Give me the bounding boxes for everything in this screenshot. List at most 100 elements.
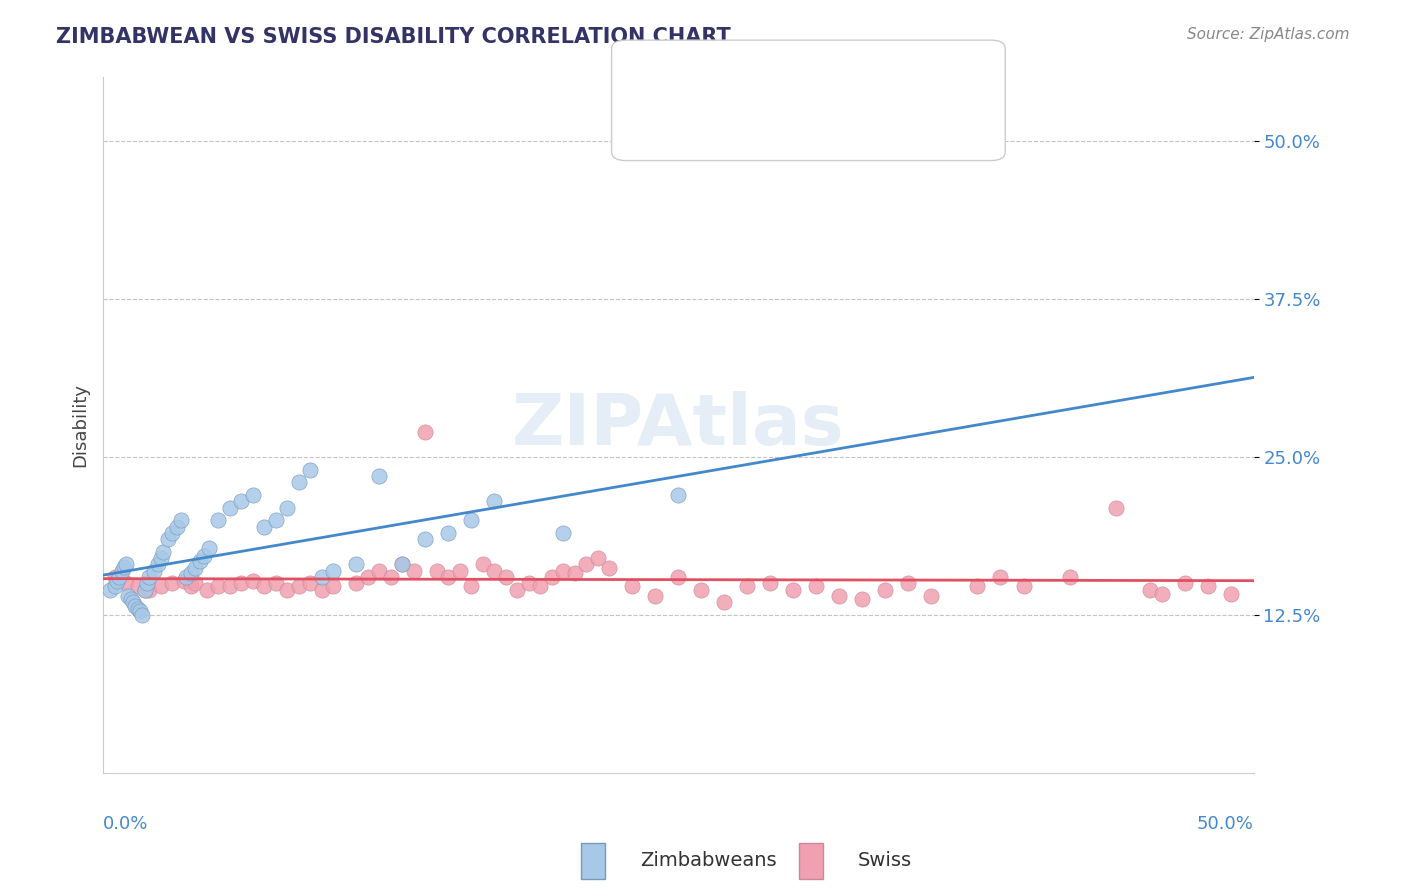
Point: [1104, 500, 1126, 515]
Point: [391, 558, 413, 572]
Point: [108, 570, 131, 584]
Point: [142, 564, 165, 578]
Point: [299, 576, 322, 591]
Point: [875, 582, 897, 597]
Point: [437, 525, 460, 540]
Point: [920, 589, 942, 603]
Point: [242, 574, 264, 588]
Text: Swiss: Swiss: [858, 851, 911, 870]
Point: [299, 462, 322, 476]
Point: [193, 549, 215, 563]
Point: [1150, 586, 1173, 600]
Point: [138, 582, 160, 597]
Point: [737, 579, 759, 593]
Point: [127, 579, 149, 593]
Point: [115, 558, 138, 572]
Point: [110, 564, 132, 578]
Point: [122, 595, 145, 609]
Point: [127, 601, 149, 615]
Point: [517, 576, 540, 591]
Point: [759, 576, 782, 591]
Point: [170, 513, 193, 527]
Point: [104, 570, 127, 584]
Point: [184, 561, 207, 575]
Text: Source: ZipAtlas.com: Source: ZipAtlas.com: [1187, 27, 1350, 42]
Point: [135, 576, 157, 591]
Point: [553, 525, 575, 540]
Point: [586, 551, 609, 566]
Point: [322, 564, 344, 578]
Point: [1012, 579, 1035, 593]
Point: [287, 579, 309, 593]
Point: [148, 558, 170, 572]
Point: [897, 576, 920, 591]
Point: [368, 564, 391, 578]
Point: [553, 564, 575, 578]
Point: [149, 551, 172, 566]
Point: [666, 488, 689, 502]
Y-axis label: Disability: Disability: [72, 384, 89, 467]
Point: [460, 579, 482, 593]
Point: [540, 570, 562, 584]
Point: [644, 589, 666, 603]
Point: [156, 532, 179, 546]
Point: [287, 475, 309, 490]
Text: 0.0%: 0.0%: [103, 815, 149, 833]
Point: [242, 488, 264, 502]
Point: [129, 604, 152, 618]
Point: [368, 469, 391, 483]
Point: [117, 589, 139, 603]
Point: [112, 560, 135, 574]
Point: [413, 532, 436, 546]
Point: [188, 554, 211, 568]
Point: [134, 582, 156, 597]
Point: [276, 500, 298, 515]
Point: [311, 582, 333, 597]
Point: [851, 591, 873, 606]
Text: ZIPAtlas: ZIPAtlas: [512, 391, 845, 459]
Point: [357, 570, 380, 584]
Point: [575, 558, 598, 572]
Point: [380, 570, 402, 584]
Point: [990, 570, 1012, 584]
Point: [1219, 586, 1241, 600]
Point: [437, 570, 460, 584]
Point: [207, 513, 229, 527]
Point: [184, 576, 207, 591]
Point: [413, 425, 436, 439]
Point: [218, 500, 240, 515]
Point: [149, 579, 172, 593]
Point: [198, 541, 221, 555]
Point: [231, 576, 253, 591]
Point: [460, 513, 482, 527]
Point: [495, 570, 517, 584]
Point: [506, 582, 529, 597]
Text: R =  0.298  N = 51: R = 0.298 N = 51: [689, 65, 859, 83]
Point: [180, 579, 202, 593]
Point: [449, 564, 471, 578]
Text: R = -0.003  N = 69: R = -0.003 N = 69: [689, 110, 860, 128]
Point: [564, 566, 586, 581]
Point: [690, 582, 713, 597]
Point: [264, 513, 287, 527]
Point: [391, 558, 413, 572]
Point: [120, 591, 142, 606]
Point: [1174, 576, 1197, 591]
Point: [253, 579, 276, 593]
Point: [218, 579, 240, 593]
Point: [173, 574, 195, 588]
Point: [174, 570, 197, 584]
Point: [104, 579, 127, 593]
Point: [160, 525, 183, 540]
Point: [276, 582, 298, 597]
Point: [180, 566, 202, 581]
Point: [253, 519, 276, 533]
Point: [782, 582, 804, 597]
Point: [426, 564, 449, 578]
Text: 50.0%: 50.0%: [1197, 815, 1254, 833]
Point: [98, 582, 121, 597]
Point: [621, 579, 644, 593]
Point: [105, 574, 128, 588]
Text: ZIMBABWEAN VS SWISS DISABILITY CORRELATION CHART: ZIMBABWEAN VS SWISS DISABILITY CORRELATI…: [56, 27, 731, 46]
Point: [484, 494, 506, 508]
